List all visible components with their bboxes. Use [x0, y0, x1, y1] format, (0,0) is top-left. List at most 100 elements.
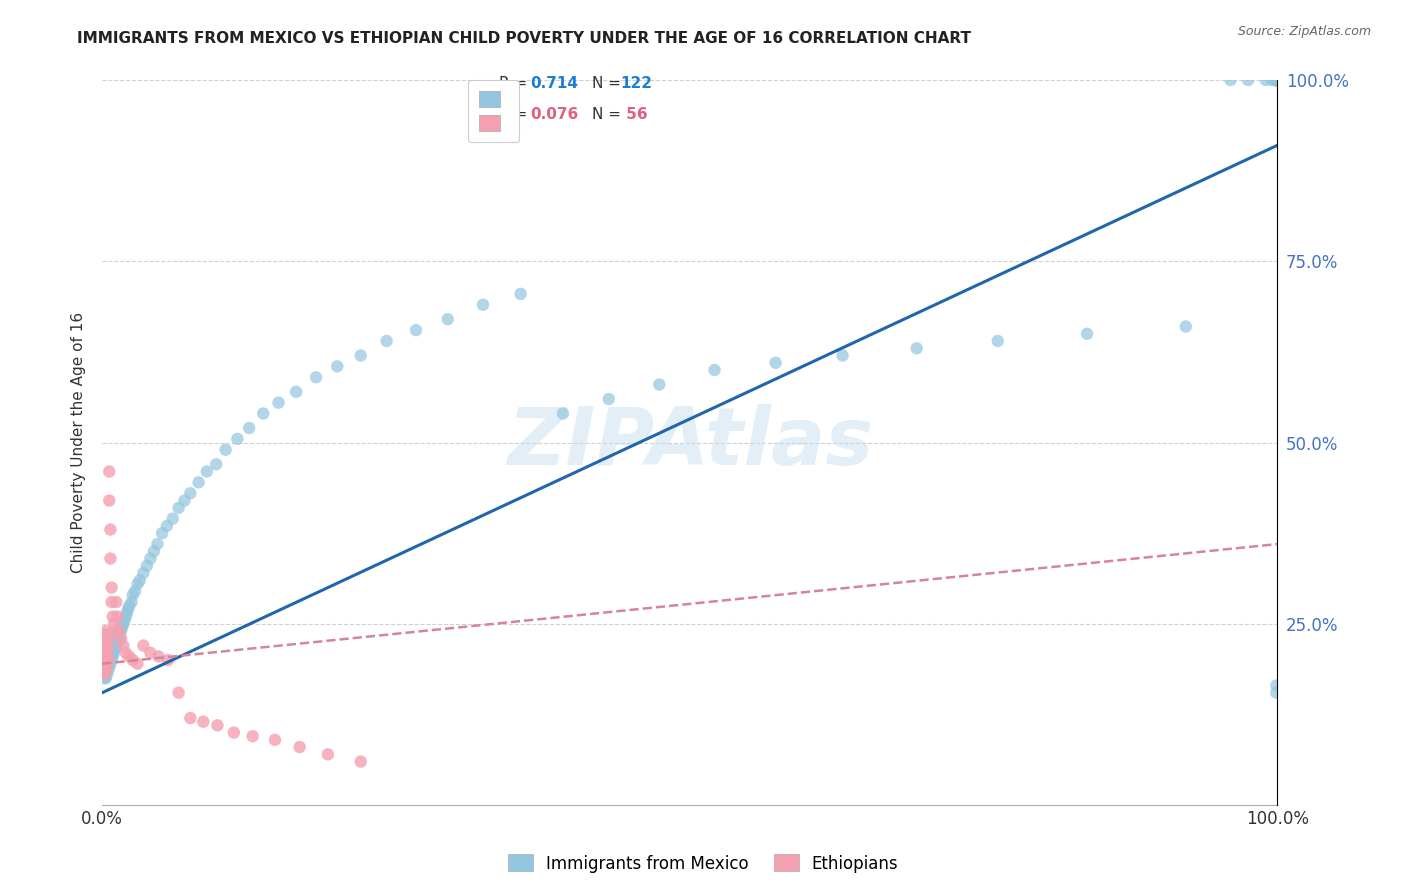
Point — [121, 653, 143, 667]
Point — [93, 628, 115, 642]
Point — [96, 657, 118, 671]
Point — [1265, 73, 1288, 87]
Point — [121, 595, 143, 609]
Point — [350, 755, 373, 769]
Point — [124, 584, 146, 599]
Point — [1219, 73, 1241, 87]
Point — [97, 642, 120, 657]
Point — [104, 642, 127, 657]
Point — [1254, 73, 1277, 87]
Point — [93, 639, 115, 653]
Point — [93, 642, 115, 657]
Point — [146, 537, 169, 551]
Point — [135, 558, 157, 573]
Point — [238, 421, 260, 435]
Point — [103, 635, 125, 649]
Point — [1264, 73, 1286, 87]
Point — [98, 660, 121, 674]
Point — [94, 664, 117, 678]
Point — [97, 632, 120, 646]
Point — [103, 646, 125, 660]
Point — [100, 635, 122, 649]
Point — [93, 649, 115, 664]
Point — [193, 714, 215, 729]
Text: 122: 122 — [620, 77, 652, 91]
Point — [1265, 678, 1288, 692]
Point — [195, 465, 218, 479]
Text: IMMIGRANTS FROM MEXICO VS ETHIOPIAN CHILD POVERTY UNDER THE AGE OF 16 CORRELATIO: IMMIGRANTS FROM MEXICO VS ETHIOPIAN CHIL… — [77, 31, 972, 46]
Point — [107, 628, 129, 642]
Point — [98, 649, 121, 664]
Point — [97, 632, 120, 646]
Point — [703, 363, 725, 377]
Point — [101, 639, 124, 653]
Point — [148, 649, 170, 664]
Point — [1265, 73, 1288, 87]
Point — [139, 551, 162, 566]
Text: 0.076: 0.076 — [530, 107, 578, 122]
Point — [93, 657, 115, 671]
Point — [96, 660, 118, 674]
Point — [167, 500, 190, 515]
Point — [107, 624, 129, 638]
Point — [127, 577, 149, 591]
Point — [436, 312, 458, 326]
Point — [97, 653, 120, 667]
Point — [831, 349, 853, 363]
Point — [121, 588, 143, 602]
Point — [94, 657, 117, 671]
Point — [350, 349, 373, 363]
Point — [93, 653, 115, 667]
Point — [187, 475, 209, 490]
Point — [905, 341, 928, 355]
Point — [112, 616, 135, 631]
Point — [101, 609, 124, 624]
Point — [98, 465, 121, 479]
Point — [128, 574, 150, 588]
Point — [1265, 73, 1288, 87]
Point — [1265, 73, 1288, 87]
Point — [100, 657, 122, 671]
Point — [1265, 73, 1288, 87]
Point — [98, 493, 121, 508]
Text: 0.714: 0.714 — [530, 77, 578, 91]
Point — [150, 526, 173, 541]
Point — [1265, 73, 1288, 87]
Point — [100, 595, 122, 609]
Point — [96, 635, 118, 649]
Text: N =: N = — [592, 77, 626, 91]
Point — [405, 323, 427, 337]
Point — [205, 457, 228, 471]
Point — [96, 639, 118, 653]
Point — [111, 620, 134, 634]
Point — [179, 711, 201, 725]
Point — [127, 657, 149, 671]
Point — [96, 649, 118, 664]
Point — [1265, 73, 1288, 87]
Point — [305, 370, 328, 384]
Point — [93, 649, 115, 664]
Point — [107, 635, 129, 649]
Point — [207, 718, 229, 732]
Point — [96, 646, 118, 660]
Point — [103, 616, 125, 631]
Point — [104, 624, 127, 638]
Point — [107, 624, 129, 638]
Point — [94, 642, 117, 657]
Point — [173, 493, 195, 508]
Point — [509, 286, 531, 301]
Point — [1265, 73, 1288, 87]
Point — [94, 632, 117, 646]
Point — [94, 632, 117, 646]
Point — [157, 653, 180, 667]
Point — [142, 544, 165, 558]
Point — [93, 657, 115, 671]
Point — [1237, 73, 1260, 87]
Point — [214, 442, 236, 457]
Point — [1265, 73, 1288, 87]
Point — [1265, 73, 1288, 87]
Point — [93, 639, 115, 653]
Point — [242, 729, 264, 743]
Point — [108, 620, 131, 634]
Point — [94, 646, 117, 660]
